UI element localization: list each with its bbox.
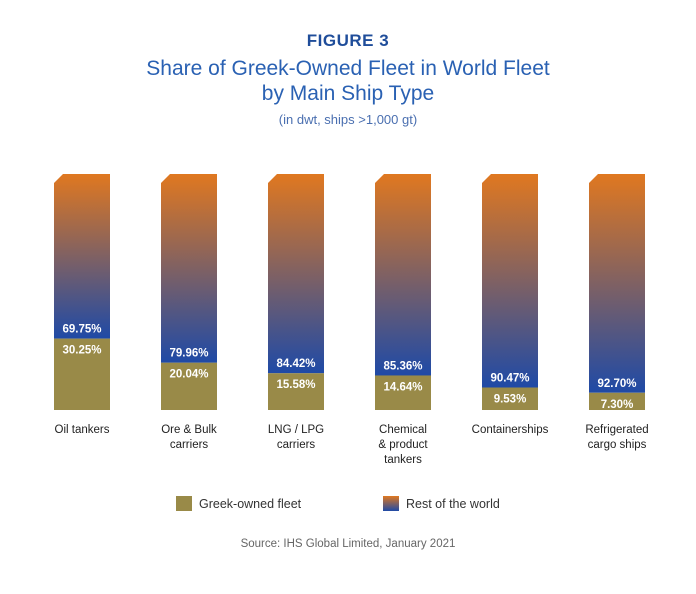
- value-label-rest-0: 69.75%: [62, 324, 101, 336]
- category-label-4: Containerships: [471, 424, 549, 436]
- legend-item-rest: Rest of the world: [383, 496, 500, 511]
- bar-greek-2: [268, 373, 324, 410]
- value-label-rest-5: 92.70%: [597, 378, 636, 390]
- bar-rest-5: [589, 174, 645, 393]
- legend-label-rest: Rest of the world: [406, 496, 500, 511]
- value-label-greek-5: 7.30%: [601, 399, 634, 411]
- value-label-rest-4: 90.47%: [490, 373, 529, 385]
- value-label-greek-3: 14.64%: [383, 381, 422, 393]
- legend-label-greek: Greek-owned fleet: [199, 496, 302, 511]
- bar-rest-4: [482, 174, 538, 388]
- value-label-rest-3: 85.36%: [383, 360, 422, 372]
- source-note: Source: IHS Global Limited, January 2021: [240, 538, 456, 550]
- category-label-0: Oil tankers: [54, 424, 110, 436]
- value-label-rest-1: 79.96%: [169, 348, 208, 360]
- chart-subtitle: (in dwt, ships >1,000 gt): [278, 112, 418, 127]
- chart-title: Share of Greek-Owned Fleet in World Flee…: [0, 56, 696, 106]
- category-label-1: Ore & Bulk carriers: [161, 424, 217, 451]
- bar-rest-2: [268, 174, 324, 374]
- bar-rest-3: [375, 174, 431, 376]
- bar-greek-1: [161, 362, 217, 410]
- value-label-greek-0: 30.25%: [62, 345, 101, 357]
- chart-title-line1: Share of Greek-Owned Fleet in World Flee…: [146, 57, 550, 80]
- value-label-rest-2: 84.42%: [276, 358, 315, 370]
- bar-greek-3: [375, 375, 431, 410]
- value-label-greek-1: 20.04%: [169, 369, 208, 381]
- category-label-2: LNG / LPG carriers: [267, 424, 325, 451]
- category-label-5: Refrigerated cargo ships: [585, 424, 649, 451]
- legend: Greek-owned fleet Rest of the world: [0, 496, 696, 516]
- bar-greek-5: [589, 392, 645, 410]
- figure-label: FIGURE 3: [306, 31, 390, 50]
- legend-swatch-rest: [383, 496, 399, 511]
- value-label-greek-4: 9.53%: [494, 394, 527, 406]
- bar-greek-0: [54, 338, 110, 410]
- chart-title-line2: by Main Ship Type: [261, 82, 435, 105]
- bar-greek-4: [482, 387, 538, 410]
- legend-item-greek: Greek-owned fleet: [176, 496, 301, 511]
- legend-swatch-greek: [176, 496, 192, 511]
- value-label-greek-2: 15.58%: [276, 379, 315, 391]
- bar-rest-0: [54, 174, 110, 339]
- category-label-3: Chemical & product tankers: [378, 424, 428, 466]
- bar-rest-1: [161, 174, 217, 363]
